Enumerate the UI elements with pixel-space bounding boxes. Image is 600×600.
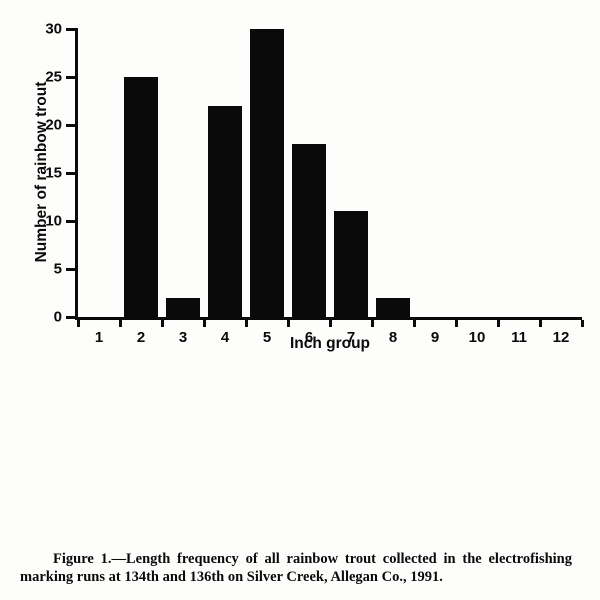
x-tick-label-5: 5 bbox=[262, 329, 272, 346]
y-axis-line bbox=[75, 28, 78, 320]
x-tick-boundary-5 bbox=[286, 320, 290, 327]
y-tick-label-25: 25 bbox=[45, 68, 62, 86]
x-tick-boundary-8 bbox=[412, 320, 416, 327]
x-tick-boundary-12 bbox=[580, 320, 584, 327]
x-tick-label-7: 7 bbox=[346, 329, 356, 346]
bar-inch-group-5 bbox=[250, 29, 284, 317]
y-tick-5 bbox=[66, 267, 75, 271]
y-tick-10 bbox=[66, 219, 75, 223]
x-tick-boundary-6 bbox=[328, 320, 332, 327]
y-tick-20 bbox=[66, 123, 75, 127]
x-tick-boundary-4 bbox=[244, 320, 248, 327]
y-tick-label-0: 0 bbox=[53, 308, 62, 326]
bar-inch-group-6 bbox=[292, 144, 326, 317]
x-tick-boundary-10 bbox=[496, 320, 500, 327]
bar-inch-group-4 bbox=[208, 105, 242, 317]
x-tick-label-12: 12 bbox=[552, 329, 570, 346]
y-tick-15 bbox=[66, 171, 75, 175]
y-tick-label-20: 20 bbox=[45, 116, 62, 134]
x-tick-label-10: 10 bbox=[468, 329, 486, 346]
y-tick-label-30: 30 bbox=[45, 20, 62, 38]
x-tick-boundary-2 bbox=[160, 320, 164, 327]
x-tick-boundary-11 bbox=[538, 320, 542, 327]
bar-inch-group-7 bbox=[334, 211, 368, 317]
plot-area: 0 5 10 15 20 25 30 1 2 3 4 5 6 7 8 9 10 11 12 bbox=[45, 21, 584, 346]
x-tick-boundary-9 bbox=[454, 320, 458, 327]
figure-caption: Figure 1.—Length frequency of all rainbo… bbox=[20, 550, 572, 586]
bar-inch-group-2 bbox=[124, 77, 158, 317]
x-axis-line bbox=[75, 317, 582, 320]
x-tick-label-11: 11 bbox=[511, 329, 527, 346]
x-tick-label-2: 2 bbox=[136, 329, 146, 346]
y-tick-25 bbox=[66, 75, 75, 79]
bar-inch-group-3 bbox=[166, 297, 200, 317]
caption-line-2: marking runs at 134th and 136th on Silve… bbox=[20, 569, 443, 585]
x-axis-title: Inch group bbox=[289, 335, 371, 352]
y-tick-label-15: 15 bbox=[45, 164, 62, 182]
y-tick-label-5: 5 bbox=[53, 260, 62, 278]
x-tick-label-3: 3 bbox=[178, 329, 188, 346]
x-tick-boundary-1 bbox=[118, 320, 122, 327]
y-tick-0 bbox=[66, 315, 75, 319]
caption-line-1: Figure 1.—Length frequency of all rainbo… bbox=[53, 551, 572, 567]
x-tick-label-4: 4 bbox=[220, 329, 230, 346]
x-tick-label-6: 6 bbox=[304, 329, 314, 346]
y-tick-30 bbox=[66, 27, 75, 31]
y-tick-label-10: 10 bbox=[45, 212, 62, 230]
x-tick-label-1: 1 bbox=[94, 329, 104, 346]
x-tick-boundary-0 bbox=[76, 320, 80, 327]
bar-inch-group-8 bbox=[376, 297, 410, 317]
x-tick-label-8: 8 bbox=[388, 329, 398, 346]
x-tick-label-9: 9 bbox=[430, 329, 440, 346]
x-tick-boundary-7 bbox=[370, 320, 374, 327]
x-tick-boundary-3 bbox=[202, 320, 206, 327]
